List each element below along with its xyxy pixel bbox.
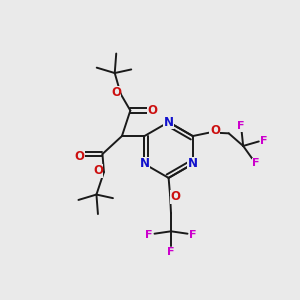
Text: O: O <box>170 190 180 203</box>
Text: O: O <box>75 150 85 163</box>
Text: O: O <box>210 124 220 137</box>
Text: F: F <box>189 230 197 240</box>
Text: O: O <box>111 86 121 99</box>
Text: F: F <box>145 230 153 240</box>
Text: F: F <box>252 158 260 168</box>
Text: F: F <box>237 121 244 131</box>
Text: F: F <box>167 247 175 257</box>
Text: N: N <box>140 158 149 170</box>
Text: O: O <box>148 104 158 117</box>
Text: F: F <box>260 136 268 146</box>
Text: O: O <box>93 164 103 177</box>
Text: N: N <box>188 158 198 170</box>
Text: N: N <box>164 116 174 129</box>
